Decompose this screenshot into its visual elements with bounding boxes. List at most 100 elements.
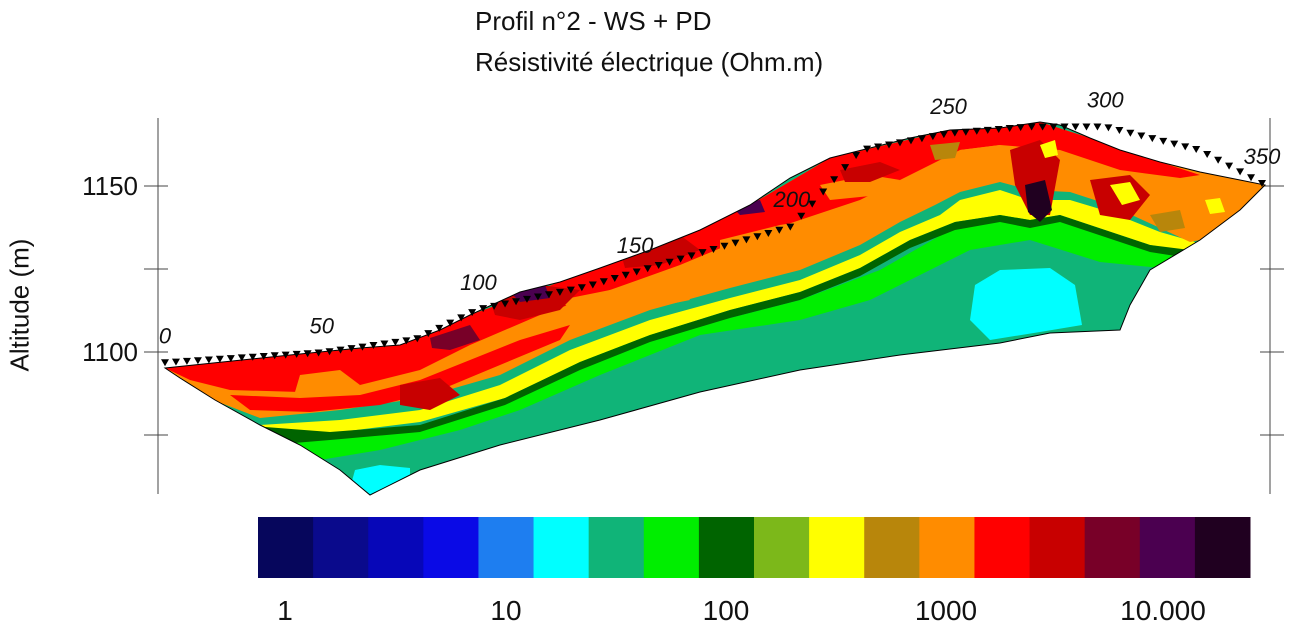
y-axis-ticks: 1150 1100 (82, 171, 138, 367)
colorbar-swatch (974, 517, 1031, 578)
electrode-marker (161, 359, 169, 367)
electrode-marker (1115, 127, 1124, 135)
colorbar-swatch (643, 517, 700, 578)
y-tick-label: 1150 (82, 171, 138, 201)
electrode-marker (314, 349, 323, 357)
electrode-marker (1225, 162, 1234, 170)
zone-darkest-pocket (1025, 180, 1052, 222)
colorbar-swatch (919, 517, 975, 578)
section-outline (163, 121, 1267, 496)
electrode-marker (468, 309, 477, 317)
distance-label: 250 (929, 94, 967, 119)
electrode-marker (983, 126, 992, 134)
axes-frame (144, 118, 1284, 494)
electrode-marker (347, 345, 356, 353)
electrode-marker (501, 300, 510, 308)
colorbar-swatch (754, 517, 810, 578)
chart-subtitle: Résistivité électrique (Ohm.m) (475, 47, 824, 77)
electrode-marker (632, 268, 641, 276)
electrode-marker (380, 340, 389, 348)
electrode-marker (577, 284, 586, 292)
electrode-marker (1170, 140, 1179, 148)
electrode-marker (786, 223, 795, 231)
colorbar-swatch (368, 517, 424, 578)
electrode-marker (1126, 129, 1135, 137)
electrode-marker (358, 343, 367, 351)
electrode-marker (237, 354, 246, 362)
electrode-marker (709, 245, 718, 253)
distance-label: 200 (772, 187, 810, 212)
colorbar-label: 100 (703, 595, 750, 626)
electrode-marker (402, 337, 411, 345)
colorbar: 1 10 100 1000 10.000 (258, 517, 1251, 626)
colorbar-label: 1000 (915, 595, 977, 626)
zone-orange-pocket-3 (720, 215, 870, 258)
electrode-marker (885, 141, 894, 149)
electrode-marker (446, 319, 455, 327)
distance-labels: 0 50 100 150 200 250 300 350 (159, 88, 1281, 349)
zone-purple-2 (510, 285, 550, 302)
electrode-marker (424, 330, 433, 338)
electrode-marker (928, 133, 937, 141)
electrode-marker (830, 176, 839, 184)
electrode-marker (1203, 150, 1212, 158)
electrode-marker (1159, 137, 1168, 145)
electrode-marker (852, 152, 861, 160)
zone-orange-pocket-4 (820, 175, 900, 200)
electrode-marker (555, 288, 564, 296)
electrode-marker (753, 233, 762, 241)
electrode-marker (917, 135, 926, 143)
electrode-marker (874, 143, 883, 151)
electrode-marker (676, 255, 685, 263)
colorbar-swatch (313, 517, 369, 578)
electrode-marker (369, 342, 378, 350)
zone-purple-1 (430, 325, 480, 350)
electrode-marker (1247, 174, 1256, 182)
electrode-marker (819, 188, 828, 196)
electrode-marker (1192, 146, 1201, 154)
electrode-marker (171, 358, 180, 366)
colorbar-swatch (258, 517, 314, 578)
electrode-marker (950, 129, 959, 137)
colorbar-swatch (864, 517, 920, 578)
colorbar-swatch (533, 517, 590, 578)
zone-orange-pocket-5 (960, 145, 1020, 175)
electrode-marker (303, 350, 312, 358)
distance-label: 350 (1244, 144, 1281, 169)
zone-orange-pocket-2 (560, 285, 690, 318)
zone-yellow-pocket-3 (1205, 198, 1225, 214)
electrode-marker (610, 275, 619, 283)
electrode-marker (457, 314, 466, 322)
colorbar-swatch (809, 517, 865, 578)
zone-brown-2 (1150, 210, 1185, 232)
electrode-marker (588, 281, 597, 289)
electrode-marker (1214, 156, 1223, 164)
colorbar-label: 10.000 (1120, 595, 1206, 626)
distance-label: 150 (617, 233, 654, 258)
electrode-marker (994, 125, 1003, 133)
chart-title: Profil n°2 - WS + PD (475, 6, 712, 36)
electrode-marker (512, 298, 521, 306)
electrode-marker (1082, 123, 1091, 131)
electrode-marker (1148, 135, 1157, 143)
electrode-marker (1049, 123, 1058, 131)
y-tick-label: 1100 (82, 337, 138, 367)
electrode-marker (939, 131, 948, 139)
electrode-marker (270, 352, 279, 360)
electrode-marker (523, 295, 532, 303)
zone-cyan-deep-left (350, 465, 410, 495)
electrode-marker (1181, 143, 1190, 151)
electrode-marker (654, 262, 663, 270)
electrode-marker (599, 278, 608, 286)
colorbar-swatch (1194, 517, 1251, 578)
electrode-marker (413, 335, 422, 343)
zone-darkred-2 (400, 378, 460, 410)
zone-yellow-pocket-2 (1110, 182, 1140, 205)
colorbar-swatch (698, 517, 755, 578)
zone-yellow-pocket-1 (1040, 140, 1058, 158)
colorbar-label: 10 (490, 595, 521, 626)
electrode-marker (1005, 125, 1014, 133)
electrode-marker (621, 271, 630, 279)
zone-light-green (180, 215, 1190, 460)
